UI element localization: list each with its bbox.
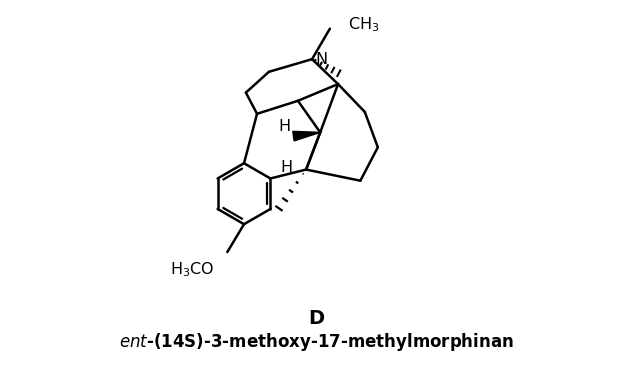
Text: N: N <box>315 52 327 67</box>
Text: CH$_3$: CH$_3$ <box>348 16 380 34</box>
Text: H: H <box>279 119 291 134</box>
Polygon shape <box>293 131 320 141</box>
Text: D: D <box>308 309 325 328</box>
Text: H: H <box>280 160 293 175</box>
Text: H$_3$CO: H$_3$CO <box>170 260 215 279</box>
Text: $\mathit{ent}$-(14S)-3-methoxy-17-methylmorphinan: $\mathit{ent}$-(14S)-3-methoxy-17-methyl… <box>119 331 514 353</box>
